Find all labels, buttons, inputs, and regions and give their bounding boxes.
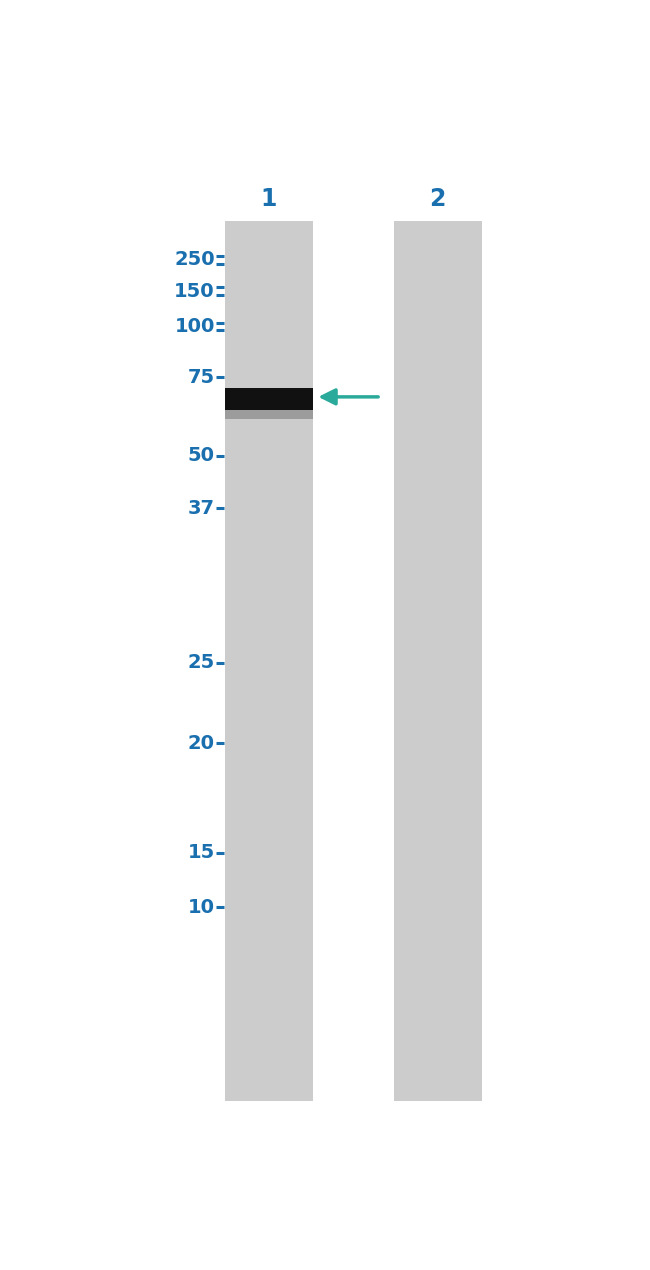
Text: 250: 250	[174, 250, 214, 269]
Text: 75: 75	[188, 368, 215, 387]
Text: 25: 25	[187, 653, 214, 672]
Text: 2: 2	[429, 188, 446, 211]
Text: 50: 50	[188, 446, 215, 465]
Text: 37: 37	[188, 499, 215, 518]
Text: 1: 1	[261, 188, 277, 211]
Text: 150: 150	[174, 282, 214, 301]
Bar	[225, 410, 313, 419]
Text: 10: 10	[188, 898, 215, 917]
Text: 20: 20	[188, 734, 215, 753]
Bar	[225, 221, 313, 1101]
Bar	[225, 389, 313, 410]
Text: 100: 100	[174, 318, 214, 337]
Text: 15: 15	[187, 843, 214, 862]
Bar	[393, 221, 482, 1101]
